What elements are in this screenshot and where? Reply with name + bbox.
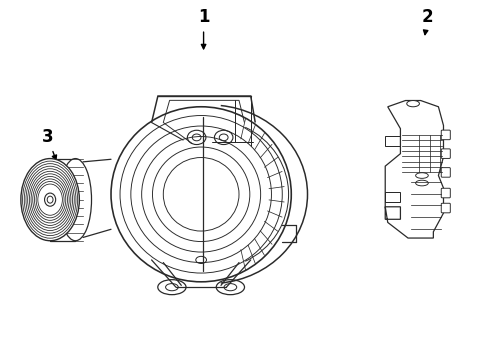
Text: 2: 2 bbox=[422, 9, 434, 35]
FancyBboxPatch shape bbox=[441, 188, 450, 198]
FancyBboxPatch shape bbox=[441, 130, 450, 140]
FancyBboxPatch shape bbox=[441, 203, 450, 213]
Ellipse shape bbox=[59, 158, 92, 241]
Text: 1: 1 bbox=[198, 9, 209, 49]
FancyBboxPatch shape bbox=[441, 149, 450, 158]
Ellipse shape bbox=[407, 100, 419, 107]
Text: 3: 3 bbox=[42, 128, 56, 160]
Ellipse shape bbox=[21, 158, 79, 241]
FancyBboxPatch shape bbox=[441, 168, 450, 177]
